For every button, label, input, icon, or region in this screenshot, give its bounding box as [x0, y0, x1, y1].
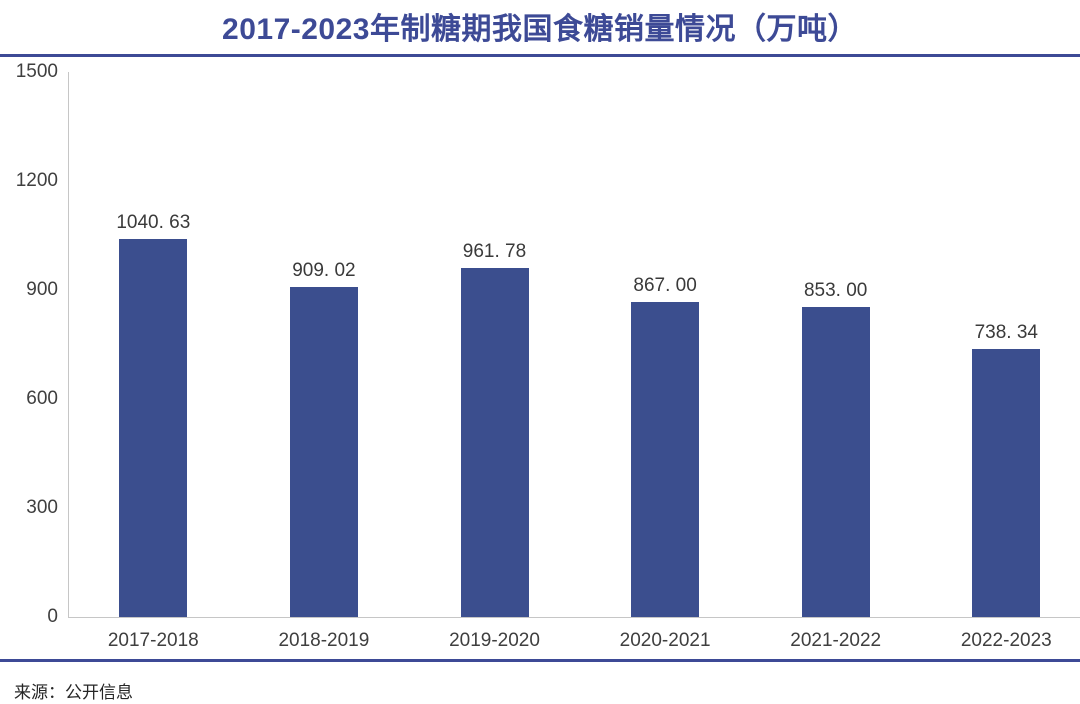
x-axis-label: 2020-2021 [619, 630, 711, 651]
bar [119, 238, 188, 617]
y-axis-label: 1200 [15, 170, 58, 191]
bar-value-label: 853. 00 [803, 280, 868, 302]
bar-chart: 0 300 600 900 1200 1500 1040. 63 909. 02 961. 7… [15, 61, 1080, 651]
x-axis-label: 2017-2018 [107, 630, 199, 651]
bar [801, 307, 870, 617]
bar [972, 348, 1041, 617]
plot-area [68, 72, 1080, 618]
x-axis-label: 2018-2019 [278, 630, 370, 651]
y-axis-label: 1500 [15, 61, 58, 82]
x-axis-label: 2022-2023 [960, 630, 1052, 651]
bar-value-label: 738. 34 [974, 321, 1038, 343]
bar-value-label: 961. 78 [462, 240, 527, 262]
chart-title: 2017-2023年制糖期我国食糖销量情况（万吨） [222, 13, 858, 46]
title-divider [0, 54, 1080, 57]
bottom-divider [0, 659, 1080, 662]
source-note: 来源：公开信息 [14, 683, 133, 702]
y-axis-label: 600 [26, 388, 58, 409]
x-axis-label: 2021-2022 [790, 630, 882, 651]
y-axis-label: 0 [47, 606, 58, 627]
x-axis-label: 2019-2020 [449, 630, 540, 651]
y-axis-label: 300 [26, 497, 58, 518]
bar-value-label: 909. 02 [292, 259, 356, 281]
bar-value-label: 1040. 63 [116, 211, 191, 233]
bar-value-label: 867. 00 [633, 274, 697, 296]
bar [289, 286, 358, 617]
y-axis-label: 900 [26, 279, 58, 300]
bar [631, 301, 700, 617]
bar [460, 267, 529, 617]
